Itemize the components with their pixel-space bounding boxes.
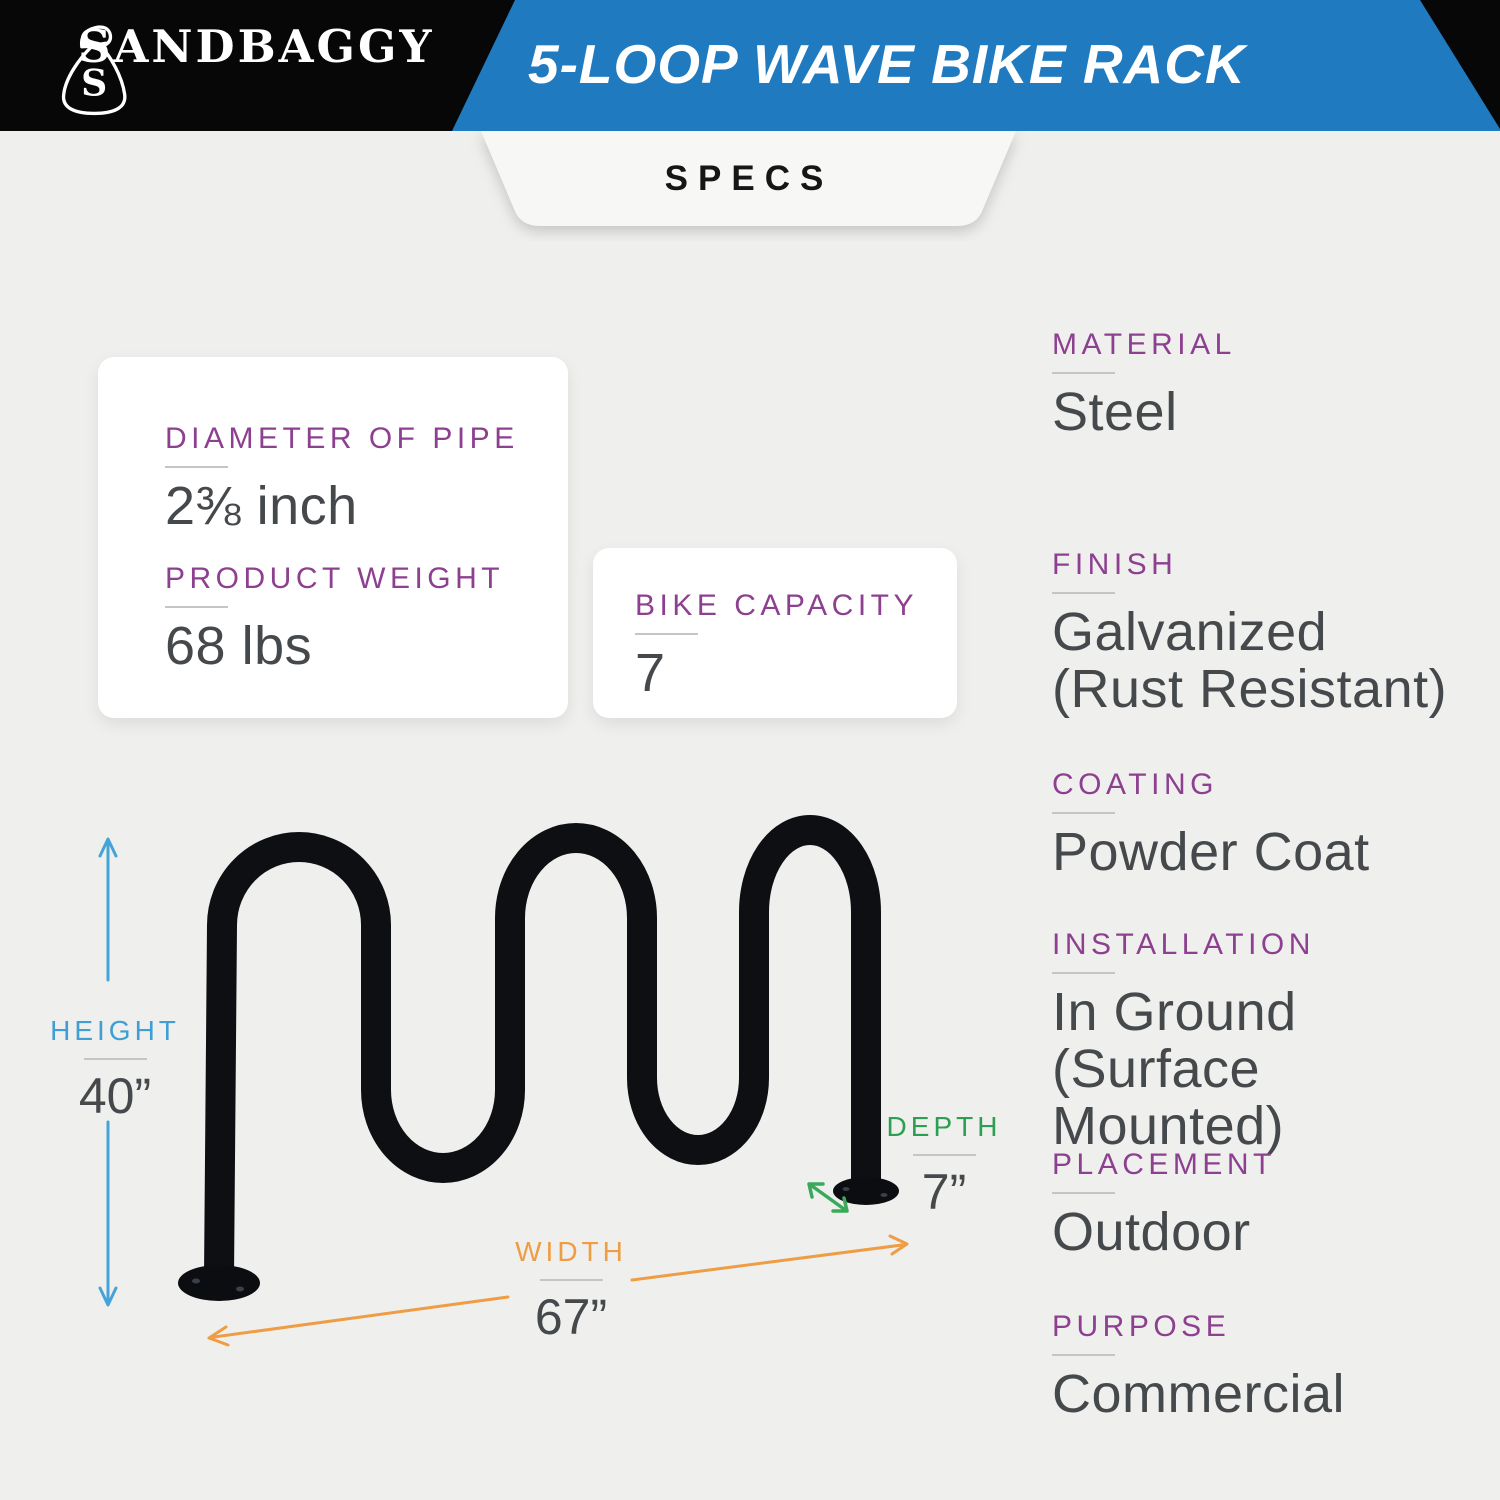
spec-item-value: 2⅜ inch [165,476,358,536]
spec-item-label: COATING [1052,768,1218,801]
spec-item-label: DIAMETER OF PIPE [165,422,519,455]
spec-item-label: PRODUCT WEIGHT [165,562,505,595]
label-underline [83,1058,147,1060]
depth-value: 7” [921,1164,967,1220]
height-value: 40” [78,1068,152,1124]
spec-item-installation: INSTALLATION In Ground (Surface Mounted) [1052,928,1492,1155]
spec-item-placement: PLACEMENT Outdoor [1052,1148,1492,1261]
height-label: HEIGHT [50,1015,180,1046]
left-flange [178,1265,260,1301]
depth-dimension: DEPTH 7” [854,1110,1034,1221]
specs-banner-shape [481,131,1016,226]
height-dimension-arrow [98,837,118,1307]
label-underline [1052,1354,1115,1356]
width-dimension-arrow [207,1234,909,1347]
label-underline [165,466,228,468]
right-flange [833,1177,899,1205]
spec-item-capacity: BIKE CAPACITY 7 [635,589,918,702]
spec-item-finish: FINISH Galvanized (Rust Resistant) [1052,548,1492,718]
label-underline [635,633,698,635]
label-underline [1052,972,1115,974]
spec-item-label: MATERIAL [1052,328,1236,361]
spec-card-capacity: BIKE CAPACITY 7 [593,548,957,718]
header-bar: S SANDBAGGY 5-LOOP WAVE BIKE RACK [0,0,1500,131]
spec-item-label: FINISH [1052,548,1178,581]
width-value: 67” [534,1289,608,1345]
spec-item-value: Outdoor [1052,1202,1251,1262]
label-underline [539,1279,603,1281]
wave-bike-rack-illustration [98,815,909,1347]
spec-item-label: BIKE CAPACITY [635,589,919,622]
label-underline [1052,812,1115,814]
spec-item-value: Commercial [1052,1364,1346,1424]
spec-item-value: Steel [1052,382,1178,442]
label-underline [1052,592,1115,594]
header-blue-band [452,0,1500,131]
spec-card-pipe-weight: DIAMETER OF PIPE 2⅜ inch PRODUCT WEIGHT … [98,357,568,718]
spec-item-coating: COATING Powder Coat [1052,768,1492,881]
width-label: WIDTH [515,1236,627,1267]
spec-item-weight: PRODUCT WEIGHT 68 lbs [165,562,504,675]
height-dimension: HEIGHT 40” [25,1014,205,1125]
spec-item-purpose: PURPOSE Commercial [1052,1310,1492,1423]
spec-item-diameter: DIAMETER OF PIPE 2⅜ inch [165,422,519,535]
spec-item-label: PLACEMENT [1052,1148,1276,1181]
label-underline [1052,1192,1115,1194]
spec-item-material: MATERIAL Steel [1052,328,1492,441]
spec-item-value: Powder Coat [1052,822,1370,882]
page-title: 5-LOOP WAVE BIKE RACK [528,33,1246,95]
brand-name: SANDBAGGY [78,20,435,73]
label-underline [1052,372,1115,374]
specs-banner-title: SPECS [664,158,834,198]
spec-item-label: INSTALLATION [1052,928,1315,961]
svg-text:S: S [81,61,107,104]
depth-dimension-arrow [807,1182,849,1213]
spec-item-value: In Ground (Surface Mounted) [1052,982,1297,1156]
spec-item-value: 7 [635,643,666,703]
rack-tube [204,815,881,1277]
label-underline [912,1154,976,1156]
sandbag-logo-icon: S [62,25,127,116]
label-underline [165,606,228,608]
spec-item-value: Galvanized (Rust Resistant) [1052,602,1448,719]
width-dimension: WIDTH 67” [481,1235,661,1346]
spec-item-label: PURPOSE [1052,1310,1231,1343]
spec-item-value: 68 lbs [165,616,313,676]
depth-label: DEPTH [886,1111,1002,1142]
